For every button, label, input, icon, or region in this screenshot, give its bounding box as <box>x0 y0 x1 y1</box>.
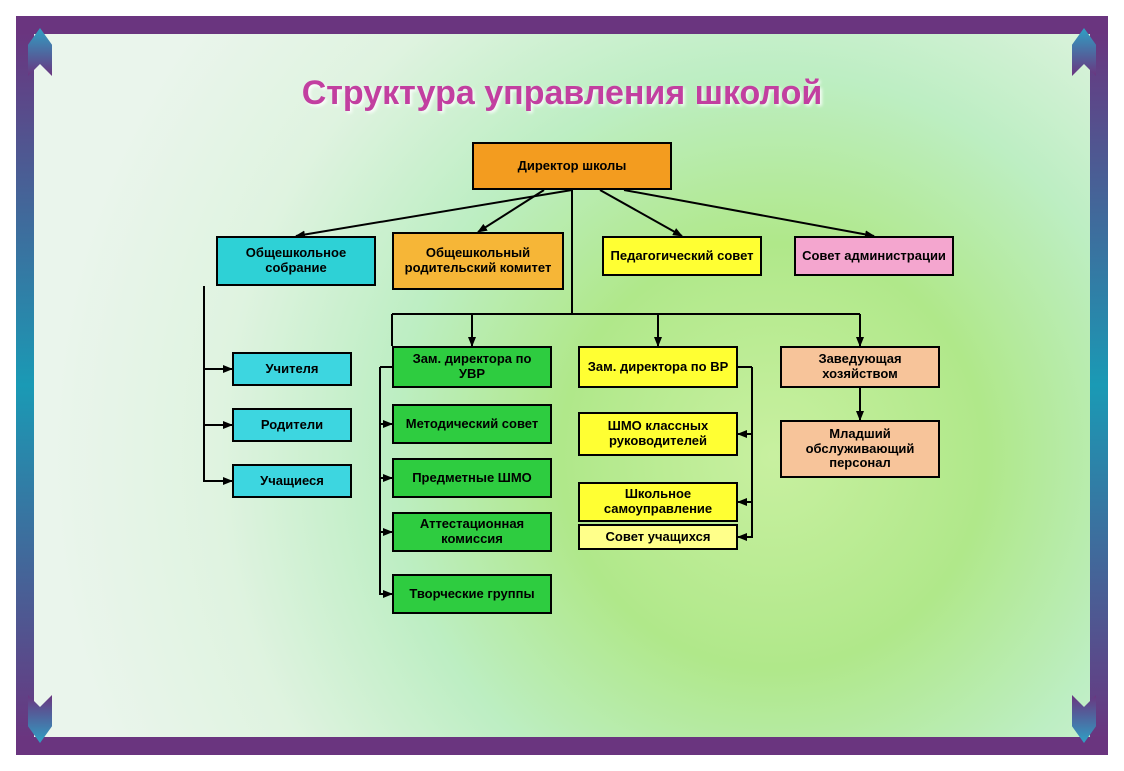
node-ped_council: Педагогический совет <box>602 236 762 276</box>
node-self_gov: Школьное самоуправление <box>578 482 738 522</box>
node-junior: Младший обслуживающий персонал <box>780 420 940 478</box>
edge-assembly-parents <box>204 369 232 425</box>
node-director: Директор школы <box>472 142 672 190</box>
edge-assembly-students <box>204 425 232 481</box>
edge-director-ped_council <box>600 190 682 236</box>
node-zam_uvr: Зам. директора по УВР <box>392 346 552 388</box>
node-shmo_class: ШМО классных руководителей <box>578 412 738 456</box>
node-creative: Творческие группы <box>392 574 552 614</box>
edge-zam_uvr-creative <box>380 532 392 594</box>
edge-bus-zam_uvr <box>392 314 860 346</box>
edge-zam_vr-stud_cnc <box>738 502 752 537</box>
decorative-border: Структура управления школой Директор шко… <box>16 16 1108 755</box>
node-teachers: Учителя <box>232 352 352 386</box>
node-met_council: Методический совет <box>392 404 552 444</box>
node-zam_vr: Зам. директора по ВР <box>578 346 738 388</box>
node-assembly: Общешкольное собрание <box>216 236 376 286</box>
edge-director-admin_cnc <box>624 190 874 236</box>
node-subj_shmo: Предметные ШМО <box>392 458 552 498</box>
node-stud_cnc: Совет учащихся <box>578 524 738 550</box>
node-admin_cnc: Совет администрации <box>794 236 954 276</box>
diagram-title: Структура управления школой <box>34 74 1090 113</box>
edge-assembly-teachers <box>204 286 232 369</box>
outer-frame: Структура управления школой Директор шко… <box>0 0 1124 771</box>
edge-director-parent_cmt <box>478 190 544 232</box>
slide-canvas: Структура управления школой Директор шко… <box>34 34 1090 737</box>
node-zaved: Заведующая хозяйством <box>780 346 940 388</box>
edge-zam_uvr-subj_shmo <box>380 424 392 478</box>
edge-zam_uvr-met_council <box>380 367 392 424</box>
node-parents: Родители <box>232 408 352 442</box>
node-attest: Аттестационная комиссия <box>392 512 552 552</box>
edge-zam_vr-shmo_class <box>738 367 752 434</box>
edge-zam_vr-self_gov <box>738 434 752 502</box>
node-parent_cmt: Общешкольный родительский комитет <box>392 232 564 290</box>
node-students: Учащиеся <box>232 464 352 498</box>
edge-zam_uvr-attest <box>380 478 392 532</box>
edge-director-assembly <box>296 190 572 236</box>
